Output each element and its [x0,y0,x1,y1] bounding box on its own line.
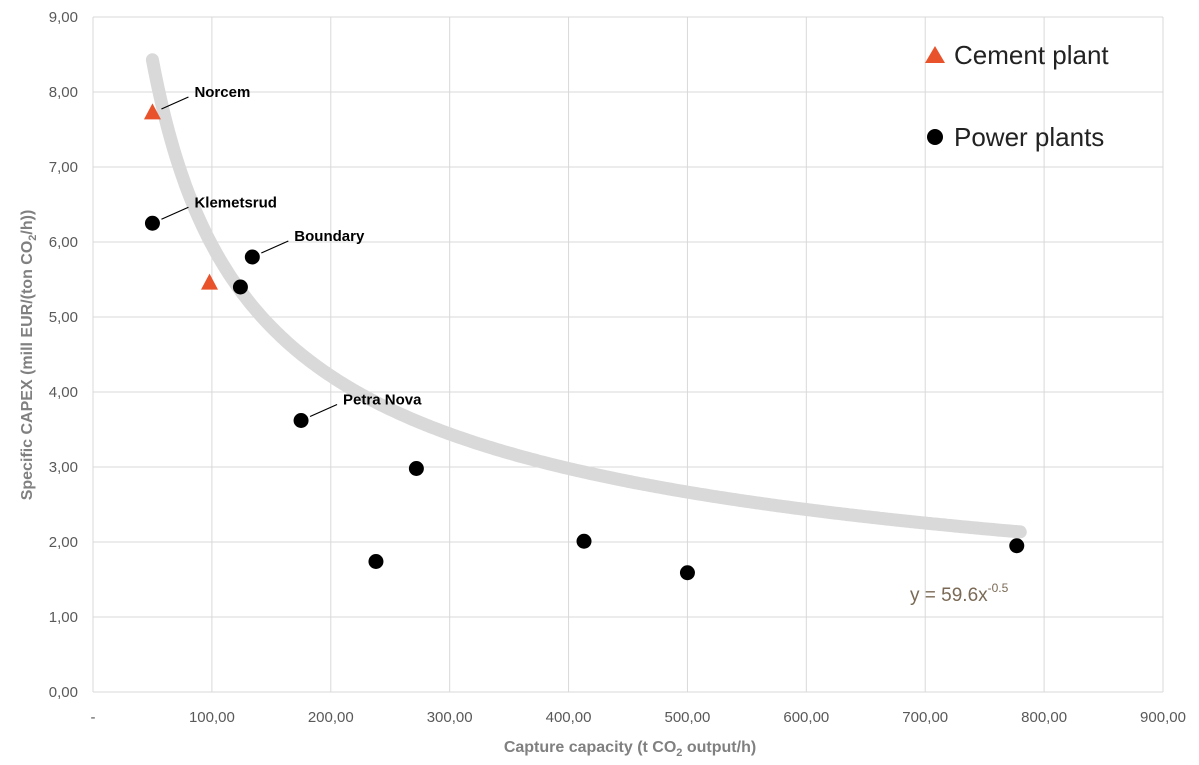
x-tick-label-8: 800,00 [1021,709,1067,726]
trendline-curve [145,53,1027,539]
x-tick-label-3: 300,00 [427,709,473,726]
leader-norcem [161,96,189,110]
power-plants-point-8 [1009,538,1025,554]
power-plants-point-2 [232,279,248,295]
y-tick-label-4: 4,00 [49,384,78,401]
annotation-klemetsrud: Klemetsrud [194,194,277,211]
cement-plant-point-1 [201,273,219,290]
power-plants-point-4 [408,461,424,476]
y-tick-label-0: 0,00 [49,684,78,701]
power-plants-point-1 [244,249,260,265]
leader-klemetsrud [161,206,189,220]
y-tick-label-1: 1,00 [49,609,78,626]
x-axis-title: Capture capacity (t CO2 output/h) [504,739,756,759]
x-tick-label-2: 200,00 [308,709,354,726]
point-annotations: Norcem Klemetsrud Boundary Petra Nova [194,84,422,409]
trendline [145,53,1027,539]
x-axis-title-subscript: 2 [676,747,682,759]
x-axis-title-part1: Capture capacity (t CO [504,739,676,756]
y-tick-label-7: 7,00 [49,159,78,176]
y-tick-label-2: 2,00 [49,534,78,551]
y-tick-label-8: 8,00 [49,84,78,101]
annotation-petra-nova: Petra Nova [343,392,422,409]
legend: Cement plant Power plants [925,40,1109,152]
annotation-norcem: Norcem [194,84,250,101]
cement-plant-point-0 [143,103,161,120]
power-plants-point-0 [144,215,160,231]
tick-labels: 0,00 1,00 2,00 3,00 4,00 5,00 6,00 7,00 8,00 9,00… [49,9,1186,726]
power-plants-point-5 [368,554,384,569]
power-plants-point-3 [293,413,309,428]
x-tick-label-6: 600,00 [783,709,829,726]
y-axis-title: Specific CAPEX (mill EUR/(ton CO2/h)) [19,210,39,501]
x-tick-label-5: 500,00 [664,709,710,726]
x-tick-label-9: 900,00 [1140,709,1186,726]
legend-cement-label: Cement plant [954,40,1109,70]
y-axis-title-subscript: 2 [27,235,39,241]
y-tick-label-5: 5,00 [49,309,78,326]
legend-power-label: Power plants [954,122,1104,152]
trendline-equation-exponent: -0.5 [988,581,1009,595]
x-tick-label-7: 700,00 [902,709,948,726]
annotation-leaders [161,96,338,418]
leader-boundary [261,240,289,254]
x-tick-label-0: - [91,709,96,726]
y-tick-label-3: 3,00 [49,459,78,476]
x-axis-title-part2: output/h) [682,739,756,756]
y-axis-title-part1: Specific CAPEX (mill EUR/(ton CO [19,241,36,501]
legend-power-marker [927,129,943,145]
y-tick-label-6: 6,00 [49,234,78,251]
power-plants-point-7 [679,565,695,581]
axes [92,17,1163,693]
y-tick-label-9: 9,00 [49,9,78,26]
legend-cement-marker [925,46,945,63]
annotation-boundary: Boundary [294,228,365,245]
trendline-equation-base: y = 59.6x [910,585,988,606]
leader-petra-nova [309,403,338,418]
x-tick-label-4: 400,00 [546,709,592,726]
power-plants-point-6 [576,533,592,549]
y-axis-title-part2: /h)) [19,210,36,235]
x-tick-label-1: 100,00 [189,709,235,726]
trendline-equation: y = 59.6x-0.5 [910,581,1009,606]
data-points [143,103,1025,581]
